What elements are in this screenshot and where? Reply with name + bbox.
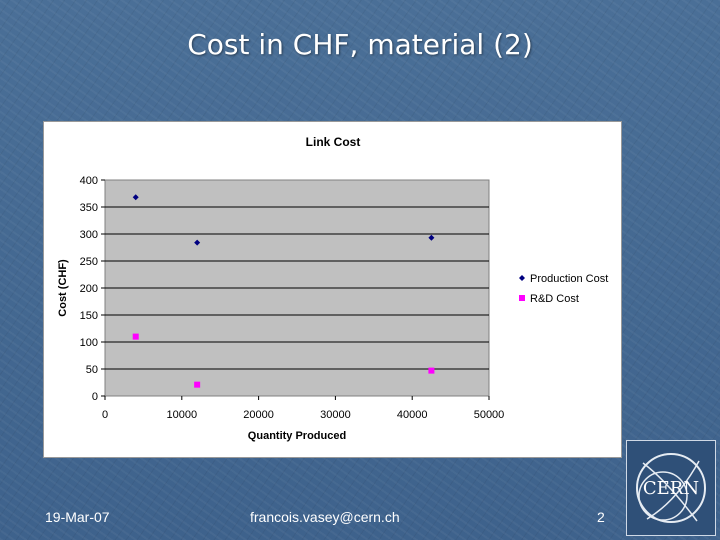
y-tick-label: 250	[80, 256, 98, 268]
production-cost-point	[194, 239, 201, 246]
chart-legend: Production Cost R&D Cost	[519, 273, 608, 305]
y-tick-label: 0	[92, 391, 98, 403]
chart-title: Link Cost	[306, 135, 361, 149]
x-tick-label: 20000	[243, 409, 274, 421]
legend-marker-production-cost	[519, 275, 525, 281]
x-axis-label: Quantity Produced	[248, 430, 346, 442]
legend-label-rd-cost: R&D Cost	[530, 293, 579, 305]
production-cost-point	[132, 194, 139, 201]
page-number: 2	[597, 509, 605, 525]
y-tick-label: 400	[80, 175, 98, 187]
rd-cost-point	[428, 367, 435, 374]
x-tick-label: 30000	[320, 409, 351, 421]
chart-container: Link Cost 0 50 100 150 200 250 300 350 400 0 1000…	[43, 121, 622, 458]
x-axis-ticks: 0 10000 20000 30000 40000 50000	[102, 396, 504, 421]
y-tick-label: 300	[80, 229, 98, 241]
x-tick-label: 0	[102, 409, 108, 421]
slide-title: Cost in CHF, material (2)	[187, 28, 533, 61]
y-axis-label: Cost (CHF)	[57, 259, 69, 317]
y-tick-label: 350	[80, 202, 98, 214]
y-tick-label: 100	[80, 337, 98, 349]
rd-cost-point	[132, 333, 139, 340]
grid-lines	[105, 206, 489, 370]
scatter-chart: Link Cost 0 50 100 150 200 250 300 350 400 0 1000…	[57, 135, 608, 442]
y-axis-ticks: 0 50 100 150 200 250 300 350 400	[80, 175, 105, 403]
x-tick-label: 40000	[397, 409, 428, 421]
legend-label-production-cost: Production Cost	[530, 273, 608, 285]
rd-cost-point	[194, 381, 201, 388]
footer-date: 19-Mar-07	[45, 509, 110, 525]
legend-marker-rd-cost	[519, 295, 525, 301]
data-points	[132, 194, 435, 388]
production-cost-point	[428, 234, 435, 241]
cern-logo-text: CERN	[643, 478, 699, 499]
cern-logo: CERN	[626, 440, 716, 536]
y-tick-label: 50	[86, 364, 98, 376]
cern-logo-graphic: CERN	[636, 453, 706, 523]
x-tick-label: 50000	[474, 409, 505, 421]
footer-email: francois.vasey@cern.ch	[250, 509, 400, 525]
y-tick-label: 200	[80, 283, 98, 295]
x-tick-label: 10000	[167, 409, 198, 421]
y-tick-label: 150	[80, 310, 98, 322]
